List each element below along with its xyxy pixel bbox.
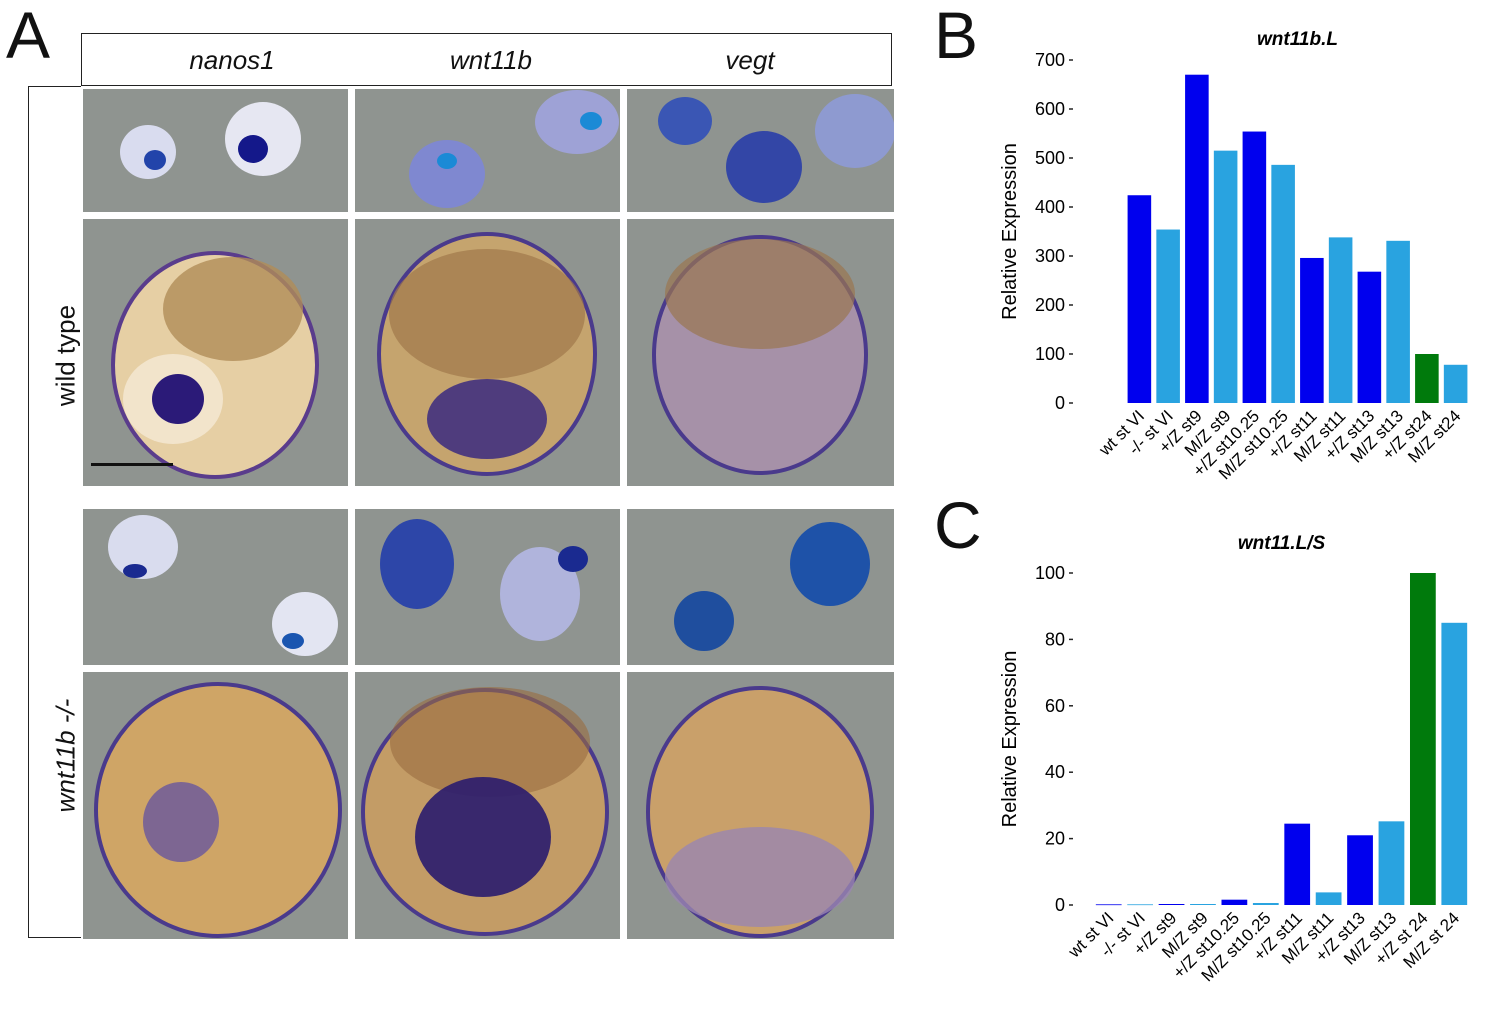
chart-c-wnt11-l-s: wnt11.L/S Relative Expression 0 20 40 60 80 100… xyxy=(940,515,1498,1015)
bar xyxy=(1221,899,1248,905)
micrograph-mut-embryo-vegt xyxy=(627,672,894,939)
bar xyxy=(1185,74,1209,403)
y-tick-label: 0 xyxy=(1055,393,1065,413)
panel-c-letter: C xyxy=(934,488,982,562)
row-label-wnt11b-mutant: wnt11b -/- xyxy=(50,698,81,813)
bar xyxy=(1284,823,1311,905)
bar xyxy=(1190,904,1216,905)
bar xyxy=(1409,573,1436,905)
panel-a-letter: A xyxy=(6,0,51,72)
micrograph-wt-embryo-vegt xyxy=(627,219,894,486)
micrograph-mut-embryo-nanos1 xyxy=(83,672,348,939)
bar xyxy=(1443,364,1468,403)
row-label-wild-type: wild type xyxy=(50,304,81,407)
micrograph-wt-embryo-wnt11b xyxy=(355,219,620,486)
bar xyxy=(1300,257,1324,403)
bar xyxy=(1415,354,1439,403)
y-tick-label: 500 xyxy=(1035,148,1065,168)
bar xyxy=(1315,892,1342,905)
y-tick-label: 300 xyxy=(1035,246,1065,266)
y-tick-label: 0 xyxy=(1055,895,1065,915)
y-tick-label: 80 xyxy=(1045,629,1065,649)
micrograph-mut-embryo-wnt11b xyxy=(355,672,620,939)
bar xyxy=(1095,904,1122,906)
y-tick-label: 200 xyxy=(1035,295,1065,315)
y-tick-label: 100 xyxy=(1035,344,1065,364)
chart-b-svg: wnt11b.L Relative Expression 0 100 200 300 400… xyxy=(999,29,1468,483)
y-tick-label: 100 xyxy=(1035,563,1065,583)
column-label-nanos1: nanos1 xyxy=(189,45,275,75)
micrograph-wt-oocytes-vegt xyxy=(627,89,894,212)
column-label-wnt11b: wnt11b xyxy=(450,45,532,75)
bar xyxy=(1242,131,1267,403)
bar xyxy=(1347,835,1373,905)
bar xyxy=(1158,904,1185,905)
bar xyxy=(1328,237,1353,403)
row-header-box: wild type wnt11b -/- xyxy=(28,86,81,938)
y-tick-label: 600 xyxy=(1035,99,1065,119)
chart-title: wnt11.L/S xyxy=(1238,533,1326,554)
y-tick-label: 700 xyxy=(1035,50,1065,70)
column-header-box: nanos1 wnt11b vegt xyxy=(81,33,892,86)
scale-bar xyxy=(91,463,173,466)
panel-b-letter: B xyxy=(934,0,979,72)
y-tick-label: 40 xyxy=(1045,762,1065,782)
bar xyxy=(1213,150,1238,403)
y-axis-label: Relative Expression xyxy=(999,651,1021,828)
bar xyxy=(1252,903,1279,905)
bar xyxy=(1386,240,1410,403)
micrograph-wt-oocytes-wnt11b xyxy=(355,89,620,212)
column-label-vegt: vegt xyxy=(725,45,775,75)
bar xyxy=(1271,164,1295,403)
chart-title: wnt11b.L xyxy=(1257,29,1338,50)
chart-c-svg: wnt11.L/S Relative Expression 0 20 40 60 80 100… xyxy=(999,533,1468,985)
y-axis-label: Relative Expression xyxy=(999,143,1021,320)
micrograph-mut-oocytes-nanos1 xyxy=(83,509,348,665)
bar xyxy=(1357,271,1382,403)
y-tick-label: 60 xyxy=(1045,696,1065,716)
y-tick-label: 400 xyxy=(1035,197,1065,217)
bar xyxy=(1127,195,1152,403)
bar xyxy=(1127,904,1154,906)
bar xyxy=(1378,821,1405,905)
micrograph-wt-oocytes-nanos1 xyxy=(83,89,348,212)
chart-b-wnt11b-l: wnt11b.L Relative Expression 0 100 200 300 400… xyxy=(940,20,1498,510)
micrograph-mut-oocytes-wnt11b xyxy=(355,509,620,665)
micrograph-mut-oocytes-vegt xyxy=(627,509,894,665)
bar xyxy=(1441,622,1468,905)
y-tick-label: 20 xyxy=(1045,829,1065,849)
bar xyxy=(1156,229,1180,403)
micrograph-wt-embryo-nanos1 xyxy=(83,219,348,486)
